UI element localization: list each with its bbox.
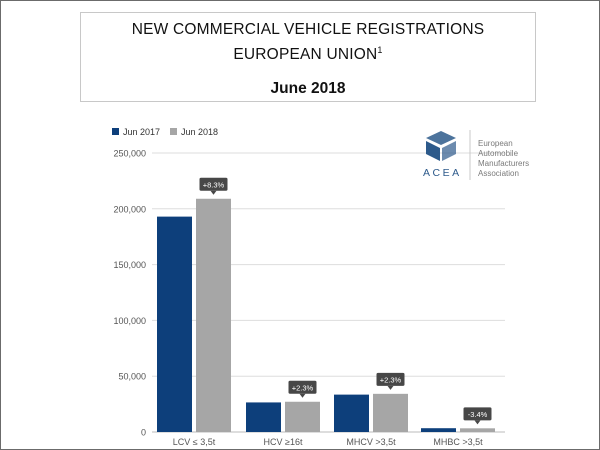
x-axis-ticks: LCV ≤ 3,5t HCV ≥16t MHCV >3,5t MHBC >3,5t	[173, 437, 483, 447]
y-axis-ticks: 0 50,000 100,000 150,000 200,000 250,000	[113, 149, 146, 438]
change-badge-pointer	[299, 393, 306, 398]
footnote-marker: 1	[377, 45, 383, 55]
acea-logo: ACEA European Automobile Manufacturers A…	[423, 130, 529, 180]
change-badge-box	[463, 407, 492, 421]
bars	[157, 198, 495, 432]
logo-name-line-1: European	[478, 139, 513, 148]
change-badge: +2.3%	[288, 380, 317, 398]
x-tick-label: HCV ≥16t	[264, 437, 303, 447]
legend-swatch-jun-2018	[170, 128, 177, 135]
chart-subtitle: June 2018	[270, 80, 346, 97]
region-text: EUROPEAN UNION	[233, 46, 378, 63]
bar-jun-2017	[421, 428, 456, 432]
change-badge: +2.3%	[376, 372, 405, 390]
change-badge-pointer	[387, 385, 394, 390]
logo-name-line-2: Automobile	[478, 149, 519, 158]
bar-jun-2017	[246, 402, 281, 432]
x-tick-label: MHBC >3,5t	[433, 437, 483, 447]
chart-title-region: EUROPEAN UNION1	[81, 40, 535, 65]
x-tick-label: MHCV >3,5t	[346, 437, 396, 447]
logo-name-line-4: Association	[478, 169, 519, 178]
change-badge-pointer	[210, 190, 217, 195]
bar-jun-2018	[460, 428, 495, 432]
cube-icon	[426, 131, 456, 161]
y-tick-label: 250,000	[113, 149, 146, 159]
change-label: +2.3%	[380, 375, 402, 384]
legend-swatch-jun-2017	[112, 128, 119, 135]
change-badge-box	[376, 372, 405, 386]
change-badge-box	[288, 380, 317, 394]
legend-label-jun-2017: Jun 2017	[123, 127, 160, 137]
legend-label-jun-2018: Jun 2018	[181, 127, 218, 137]
bar-jun-2017	[157, 216, 192, 432]
change-badge-pointer	[474, 420, 481, 425]
acea-acronym: ACEA	[423, 167, 462, 179]
change-badge-box	[199, 177, 228, 191]
title-box: NEW COMMERCIAL VEHICLE REGISTRATIONS EUR…	[80, 12, 536, 102]
logo-name-line-3: Manufacturers	[478, 159, 529, 168]
bar-jun-2018	[373, 393, 408, 432]
y-tick-label: 0	[141, 428, 146, 438]
change-label: +8.3%	[203, 180, 225, 189]
legend: Jun 2017 Jun 2018	[112, 127, 218, 137]
y-tick-label: 50,000	[118, 372, 146, 382]
change-label: -3.4%	[468, 410, 488, 419]
x-tick-label: LCV ≤ 3,5t	[173, 437, 216, 447]
y-tick-label: 200,000	[113, 204, 146, 214]
change-label: +2.3%	[292, 383, 314, 392]
bar-jun-2018	[196, 198, 231, 432]
chart-title: NEW COMMERCIAL VEHICLE REGISTRATIONS	[131, 21, 485, 38]
change-badge: +8.3%	[199, 177, 228, 195]
bar-jun-2017	[334, 394, 369, 432]
bar-jun-2018	[285, 401, 320, 432]
y-tick-label: 100,000	[113, 316, 146, 326]
change-badge: -3.4%	[463, 407, 492, 425]
y-tick-label: 150,000	[113, 260, 146, 270]
change-badges: +8.3% +2.3% +2.3% -3.4%	[199, 177, 492, 425]
